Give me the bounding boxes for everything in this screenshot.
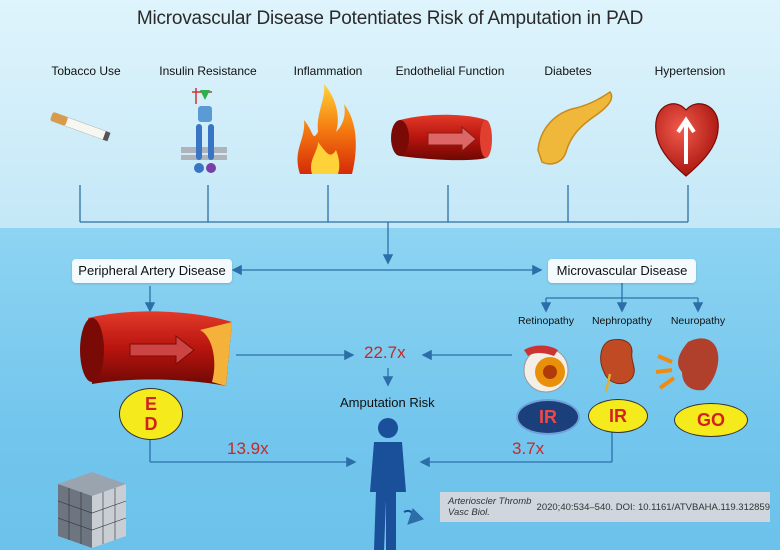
journal-cube-logo xyxy=(57,472,127,548)
amputation-person-icon xyxy=(370,418,425,550)
nephropathy-label: Nephropathy xyxy=(591,315,653,327)
insulin-receptor-icon xyxy=(181,88,227,173)
nephropathy-badge: IR xyxy=(588,399,648,433)
ed-badge-top: E xyxy=(144,394,157,414)
flame-icon xyxy=(297,84,356,174)
risk-factor-label-inflammation: Inflammation xyxy=(293,64,363,78)
neuropathy-label: Neuropathy xyxy=(670,315,726,327)
ed-badge-bottom: D xyxy=(144,414,158,434)
risk-factor-label-diabetes: Diabetes xyxy=(544,64,592,78)
cigarette-icon xyxy=(50,112,111,142)
ed-badge: E D xyxy=(119,388,183,440)
foot-icon xyxy=(655,338,719,391)
citation-box: Arterioscler Thromb Vasc Biol. 2020;40:5… xyxy=(440,492,770,522)
risk-factor-band xyxy=(0,0,780,228)
pad-vessel-icon xyxy=(80,311,232,386)
diagram-title: Microvascular Disease Potentiates Risk o… xyxy=(136,8,644,29)
combined-multiplier: 22.7x xyxy=(364,343,406,362)
citation-journal: Arterioscler Thromb Vasc Biol. xyxy=(448,496,532,518)
citation-details: 2020;40:534–540. DOI: 10.1161/ATVBAHA.11… xyxy=(533,501,770,513)
mvd-box: Microvascular Disease xyxy=(548,259,696,283)
pad-multiplier: 13.9x xyxy=(227,439,269,458)
heart-icon xyxy=(655,103,719,177)
amputation-risk-label: Amputation Risk xyxy=(340,395,435,410)
risk-factor-label-hypertension: Hypertension xyxy=(654,64,726,78)
kidney-icon xyxy=(600,339,635,393)
risk-factor-label-insulin: Insulin Resistance xyxy=(159,64,257,78)
mvd-multiplier: 3.7x xyxy=(512,439,545,458)
retinopathy-label: Retinopathy xyxy=(517,315,575,327)
blood-vessel-icon xyxy=(391,114,492,161)
retinopathy-badge: IR xyxy=(516,399,580,435)
risk-factor-connector xyxy=(79,185,704,468)
pancreas-icon xyxy=(537,90,613,165)
pad-box: Peripheral Artery Disease xyxy=(72,259,232,283)
neuropathy-badge: GO xyxy=(674,403,748,437)
risk-factor-label-endothelial: Endothelial Function xyxy=(395,64,505,78)
eye-icon xyxy=(523,345,569,393)
risk-factor-label-tobacco: Tobacco Use xyxy=(51,64,121,78)
